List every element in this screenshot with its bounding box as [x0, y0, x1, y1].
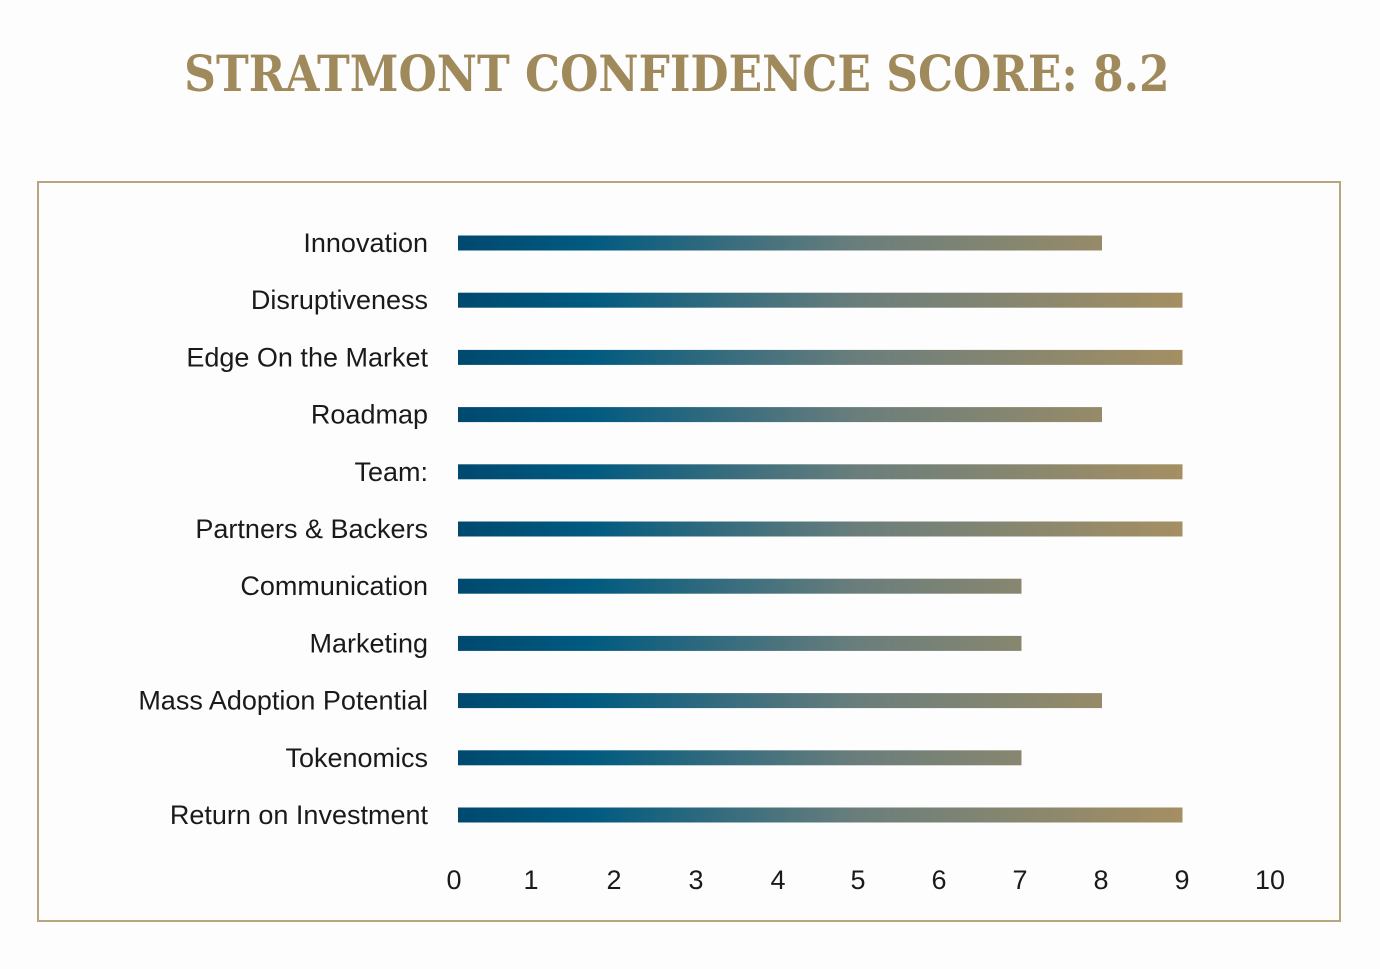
x-tick-label: 4: [770, 865, 785, 895]
x-tick-label: 5: [850, 865, 865, 895]
bars: [458, 235, 1183, 823]
bar: [458, 464, 1183, 480]
bar: [458, 349, 1183, 365]
category-label: Team:: [354, 457, 428, 487]
bar: [458, 750, 1022, 766]
category-label: Return on Investment: [170, 800, 429, 830]
category-label: Mass Adoption Potential: [138, 686, 428, 716]
chart-frame: [37, 181, 1341, 922]
bar: [458, 235, 1102, 251]
category-label: Partners & Backers: [195, 514, 428, 544]
x-axis-ticks: 0 1 2 3 4 5 6 7 8 9 10: [446, 865, 1285, 895]
x-tick-label: 0: [446, 865, 461, 895]
x-tick-label: 1: [523, 865, 538, 895]
x-tick-label: 8: [1093, 865, 1108, 895]
x-tick-label: 10: [1255, 865, 1285, 895]
bar: [458, 693, 1102, 709]
chart-title: STRATMONT CONFIDENCE SCORE: 8.2: [184, 44, 1170, 103]
bar: [458, 407, 1102, 423]
category-label: Roadmap: [311, 400, 428, 430]
x-tick-label: 3: [688, 865, 703, 895]
bar: [458, 292, 1183, 308]
category-label: Disruptiveness: [251, 285, 428, 315]
bar: [458, 578, 1022, 594]
x-tick-label: 7: [1012, 865, 1027, 895]
category-labels: Innovation Disruptiveness Edge On the Mark…: [138, 228, 428, 830]
x-tick-label: 2: [606, 865, 621, 895]
category-label: Edge On the Market: [186, 342, 428, 372]
x-tick-label: 9: [1174, 865, 1189, 895]
x-tick-label: 6: [931, 865, 946, 895]
category-label: Tokenomics: [285, 743, 428, 773]
category-label: Innovation: [303, 228, 428, 258]
category-label: Marketing: [309, 628, 428, 658]
bar: [458, 635, 1022, 651]
bar: [458, 807, 1183, 823]
bar: [458, 521, 1183, 537]
category-label: Communication: [240, 571, 428, 601]
